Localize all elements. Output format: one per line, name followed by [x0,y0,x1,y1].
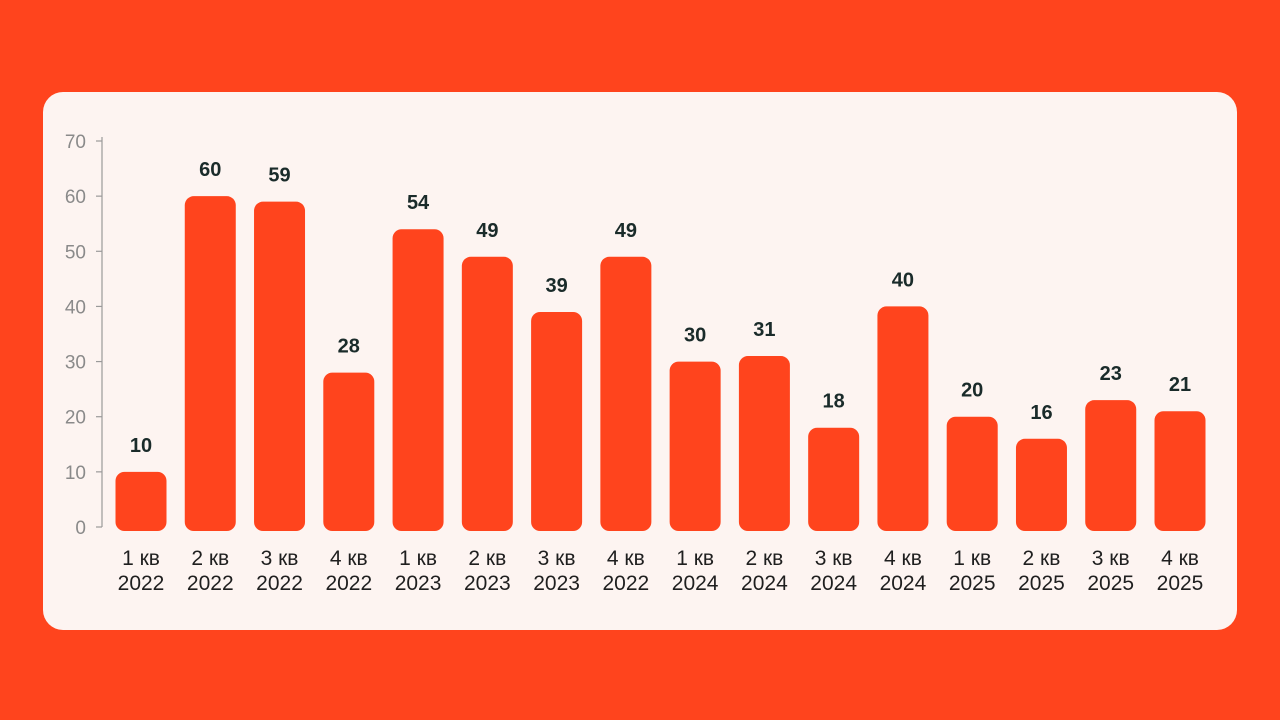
x-tick-label-year: 2022 [118,572,165,595]
x-tick-label-year: 2024 [741,572,788,595]
bar [946,416,998,531]
bar [392,229,444,531]
x-tick-label-quarter: 4 кв [884,547,922,570]
data-label: 21 [1169,374,1191,396]
data-label: 23 [1100,363,1122,385]
data-label: 16 [1030,402,1052,424]
x-tick-label-year: 2024 [880,572,927,595]
x-tick-label-year: 2025 [1018,572,1065,595]
bar [808,427,860,531]
bar [1015,438,1067,531]
x-tick-label-year: 2025 [1157,572,1204,595]
x-tick-label-quarter: 3 кв [261,547,299,570]
x-tick-label-quarter: 1 кв [399,547,437,570]
data-label: 30 [684,325,706,347]
x-tick-label-year: 2023 [464,572,511,595]
y-tick-label: 70 [65,132,86,153]
x-tick-label-year: 2023 [533,572,580,595]
data-label: 59 [268,165,290,187]
x-tick-label-quarter: 3 кв [538,547,576,570]
x-tick-label-year: 2025 [949,572,996,595]
data-label: 54 [407,192,430,214]
bar [1154,411,1206,531]
bar [877,306,929,531]
data-label: 39 [545,275,567,297]
x-tick-label-year: 2025 [1087,572,1134,595]
x-tick-label-quarter: 1 кв [122,547,160,570]
x-tick-label-year: 2024 [672,572,719,595]
x-tick-label-year: 2022 [603,572,650,595]
bar [669,361,721,531]
x-tick-label-quarter: 2 кв [191,547,229,570]
x-tick-label-quarter: 2 кв [468,547,506,570]
x-tick-label-quarter: 4 кв [1161,547,1199,570]
bar [531,311,583,531]
y-tick-label: 60 [65,187,86,208]
y-tick-label: 0 [75,518,86,539]
x-tick-label-year: 2022 [325,572,372,595]
x-tick-label-quarter: 1 кв [676,547,714,570]
x-tick-label-quarter: 2 кв [1023,547,1061,570]
bar [1085,400,1137,531]
bar [738,356,790,531]
x-tick-label-quarter: 3 кв [1092,547,1130,570]
bar [461,256,513,531]
x-tick-label-quarter: 2 кв [745,547,783,570]
x-tick-label-year: 2022 [256,572,303,595]
data-label: 49 [476,220,498,242]
x-tick-label-quarter: 4 кв [330,547,368,570]
bar [254,201,306,531]
bar [184,196,236,531]
y-tick-label: 40 [65,297,86,318]
x-tick-label-quarter: 4 кв [607,547,645,570]
data-label: 40 [892,269,914,291]
x-tick-label-quarter: 1 кв [953,547,991,570]
data-label: 20 [961,380,983,402]
x-tick-label-quarter: 3 кв [815,547,853,570]
x-tick-label-year: 2023 [395,572,442,595]
x-tick-label-year: 2022 [187,572,234,595]
data-label: 18 [823,391,845,413]
data-label: 49 [615,220,637,242]
data-label: 60 [199,159,221,181]
y-tick-label: 50 [65,242,86,263]
bar [600,256,652,531]
data-label: 31 [753,319,775,341]
y-tick-label: 20 [65,408,86,429]
bar [115,471,167,531]
data-label: 28 [338,336,360,358]
y-tick-label: 30 [65,353,86,374]
bar [323,372,375,531]
y-tick-label: 10 [65,463,86,484]
data-label: 10 [130,435,152,457]
x-tick-label-year: 2024 [810,572,857,595]
